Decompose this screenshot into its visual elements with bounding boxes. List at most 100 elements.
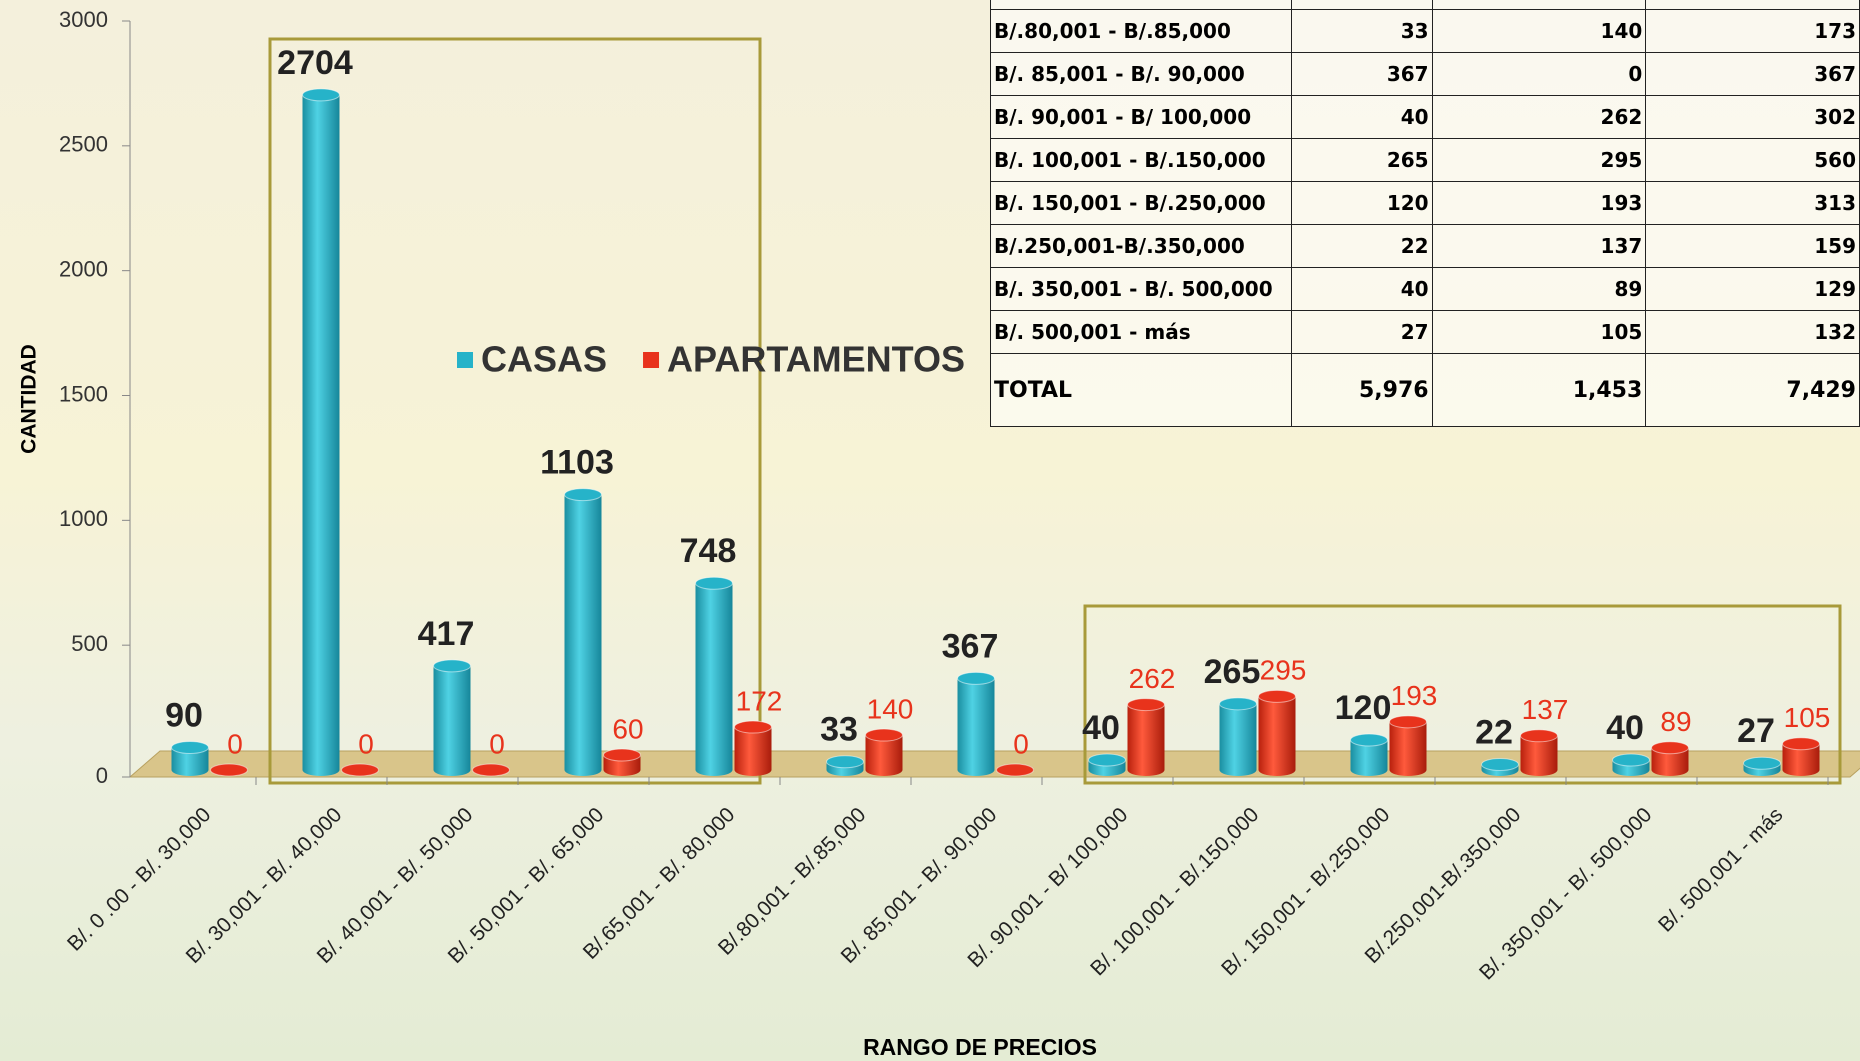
- cylinder-base: [434, 764, 471, 776]
- table-cell: 172: [1432, 0, 1646, 10]
- cylinder-base: [696, 764, 733, 776]
- value-label: 1103: [540, 444, 614, 482]
- cylinder-top: [473, 764, 510, 776]
- x-tick-label: B/.65,001 - B/. 80,000: [579, 803, 740, 964]
- x-tick-label: B/.80,001 - B/.85,000: [714, 803, 871, 960]
- cylinder-top: [604, 749, 641, 761]
- cylinder: [1220, 704, 1257, 770]
- cylinder-top: [342, 764, 379, 776]
- table-cell: B/. 350,001 - B/. 500,000: [991, 268, 1292, 311]
- value-label: 265: [1204, 653, 1261, 691]
- cylinder-base: [1259, 764, 1296, 776]
- cylinder-base: [1220, 764, 1257, 776]
- floor: [130, 751, 1860, 777]
- cylinder-top: [1783, 738, 1820, 750]
- y-tick-label: 3000: [59, 7, 108, 32]
- cylinder-top: [565, 489, 602, 501]
- cylinder-base: [1521, 764, 1558, 776]
- table-cell: 137: [1432, 225, 1646, 268]
- cylinder-top: [1259, 690, 1296, 702]
- value-label: 33: [820, 711, 858, 749]
- value-label: 172: [736, 685, 783, 716]
- value-label: 60: [612, 713, 643, 744]
- value-label: 22: [1475, 713, 1513, 751]
- table-cell: 193: [1432, 182, 1646, 225]
- table-cell: 22: [1291, 225, 1432, 268]
- value-label: 137: [1522, 694, 1569, 725]
- table-row: B/.80,001 - B/.85,00033140173: [991, 10, 1860, 53]
- value-label: 748: [680, 532, 737, 570]
- table-cell: TOTAL: [991, 354, 1292, 427]
- cylinder: [434, 666, 471, 770]
- value-label: 0: [1013, 728, 1029, 759]
- cylinder: [1128, 705, 1165, 770]
- cylinder-top: [1482, 759, 1519, 771]
- table-cell: 560: [1646, 139, 1860, 182]
- cylinder-base: [958, 764, 995, 776]
- table-cell: 313: [1646, 182, 1860, 225]
- value-label: 193: [1391, 680, 1438, 711]
- value-label: 0: [358, 728, 374, 759]
- value-label: 262: [1129, 663, 1176, 694]
- highlight-box: [270, 39, 760, 783]
- x-tick-label: B/. 500,001 - más: [1654, 803, 1787, 936]
- table-cell: 120: [1291, 182, 1432, 225]
- cylinder-base: [1783, 764, 1820, 776]
- table-cell: B/. 500,001 - más: [991, 311, 1292, 354]
- cylinder-top: [1521, 730, 1558, 742]
- page: {"chart_data": {"type": "bar3d", "ylabel…: [0, 0, 1860, 1061]
- value-label: 27: [1737, 712, 1775, 750]
- value-label: 40: [1082, 709, 1120, 747]
- cylinder-top: [211, 764, 248, 776]
- table-cell: 159: [1646, 225, 1860, 268]
- cylinder: [1259, 696, 1296, 770]
- value-label: 40: [1606, 709, 1644, 747]
- table-cell: 262: [1432, 96, 1646, 139]
- cylinder-base: [1128, 764, 1165, 776]
- cylinder-top: [866, 729, 903, 741]
- table-cell: B/.80,001 - B/.85,000: [991, 10, 1292, 53]
- table-cell: 40: [1291, 268, 1432, 311]
- value-label: 0: [227, 728, 243, 759]
- table-cell: B/. 150,001 - B/.250,000: [991, 182, 1292, 225]
- legend-label: CASAS: [481, 339, 607, 380]
- cylinder-base: [172, 764, 209, 776]
- y-tick-label: 1000: [59, 506, 108, 531]
- table-cell: 367: [1646, 53, 1860, 96]
- cylinder-base: [303, 764, 340, 776]
- table-cell: 7,429: [1646, 354, 1860, 427]
- table-cell: 302: [1646, 96, 1860, 139]
- cylinder-top: [997, 764, 1034, 776]
- value-label: 2704: [277, 44, 353, 82]
- legend-label: APARTAMENTOS: [667, 339, 965, 380]
- cylinder-base: [1652, 764, 1689, 776]
- table-cell: B/. 100,001 - B/.150,000: [991, 139, 1292, 182]
- cylinder-base: [1390, 764, 1427, 776]
- y-tick-label: 500: [71, 631, 108, 656]
- cylinder-base: [565, 764, 602, 776]
- cylinder-top: [1220, 698, 1257, 710]
- value-label: 417: [418, 615, 475, 653]
- cylinder-base: [866, 764, 903, 776]
- cylinder-top: [434, 660, 471, 672]
- cylinder: [303, 95, 340, 770]
- cylinder-base: [604, 764, 641, 776]
- table-cell: 140: [1432, 10, 1646, 53]
- cylinder-top: [696, 577, 733, 589]
- cylinder: [696, 583, 733, 770]
- table-cell: 295: [1432, 139, 1646, 182]
- cylinder-top: [1351, 734, 1388, 746]
- table-cell: 173: [1646, 10, 1860, 53]
- table-cell: 5,976: [1291, 354, 1432, 427]
- table-cell: 748: [1291, 0, 1432, 10]
- value-label: 90: [165, 697, 203, 735]
- y-axis-label: CANTIDAD: [18, 344, 41, 454]
- table-row: B/.65,001 - B/.80,000748172920: [991, 0, 1860, 10]
- table-cell: 89: [1432, 268, 1646, 311]
- cylinder-top: [958, 672, 995, 684]
